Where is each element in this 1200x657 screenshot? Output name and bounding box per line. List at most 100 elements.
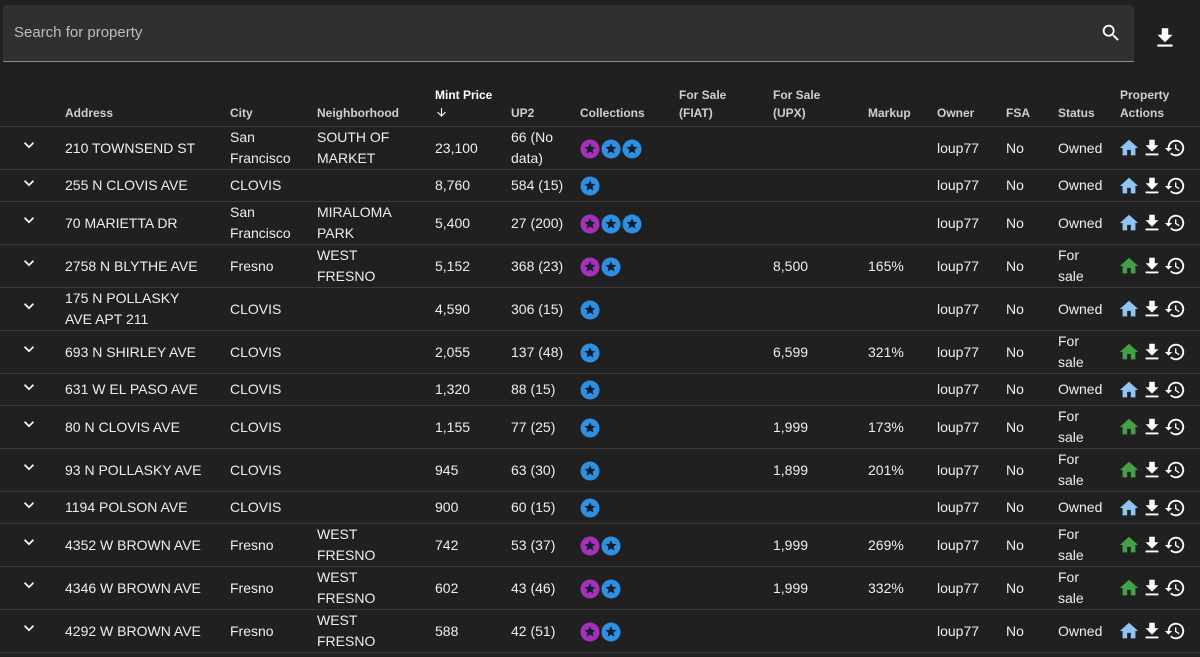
download-icon[interactable]: [1141, 175, 1163, 197]
home-icon[interactable]: [1118, 620, 1140, 642]
collections-cell: [572, 405, 671, 449]
column-header[interactable]: Status: [1050, 62, 1112, 127]
expand-chevron[interactable]: [19, 253, 39, 273]
collections-cell: [572, 169, 671, 202]
expand-chevron[interactable]: [19, 296, 39, 316]
cell: No: [998, 566, 1050, 610]
expand-chevron[interactable]: [19, 339, 39, 359]
home-icon[interactable]: [1118, 212, 1140, 234]
history-icon[interactable]: [1164, 255, 1186, 277]
cell: 1,320: [427, 373, 503, 406]
column-header[interactable]: Property Actions: [1112, 62, 1200, 127]
history-icon[interactable]: [1164, 298, 1186, 320]
expand-chevron[interactable]: [19, 173, 39, 193]
history-icon[interactable]: [1164, 175, 1186, 197]
column-header[interactable]: City: [222, 62, 309, 127]
history-icon[interactable]: [1164, 497, 1186, 519]
home-icon[interactable]: [1118, 534, 1140, 556]
actions-cell: [1112, 169, 1200, 202]
home-icon[interactable]: [1118, 255, 1140, 277]
cell: [860, 491, 929, 524]
expand-chevron[interactable]: [19, 135, 39, 155]
column-header[interactable]: UP2: [503, 62, 572, 127]
home-icon[interactable]: [1118, 341, 1140, 363]
download-icon[interactable]: [1141, 534, 1163, 556]
cell: 5,152: [427, 244, 503, 288]
history-icon[interactable]: [1164, 379, 1186, 401]
download-icon[interactable]: [1141, 298, 1163, 320]
column-header[interactable]: Collections: [572, 62, 671, 127]
expand-chevron[interactable]: [19, 532, 39, 552]
search-placeholder: Search for property: [14, 24, 143, 41]
download-icon[interactable]: [1141, 255, 1163, 277]
cell: 4352 W BROWN AVE: [57, 523, 222, 567]
download-all[interactable]: [1152, 25, 1178, 51]
home-icon[interactable]: [1118, 416, 1140, 438]
cell: Fresno: [222, 566, 309, 610]
collections-cell: [572, 523, 671, 567]
history-icon[interactable]: [1164, 341, 1186, 363]
expand-chevron[interactable]: [19, 210, 39, 230]
expand-chevron[interactable]: [19, 377, 39, 397]
expand-chevron[interactable]: [19, 495, 39, 515]
cell: [671, 523, 765, 567]
expand-chevron[interactable]: [19, 575, 39, 595]
column-header[interactable]: For Sale (UPX): [765, 62, 860, 127]
home-icon[interactable]: [1118, 497, 1140, 519]
cell: No: [998, 201, 1050, 245]
home-icon[interactable]: [1118, 379, 1140, 401]
cell: No: [998, 244, 1050, 288]
column-header[interactable]: Mint Price: [427, 62, 503, 127]
history-icon[interactable]: [1164, 620, 1186, 642]
download-icon[interactable]: [1141, 497, 1163, 519]
expand-chevron[interactable]: [19, 618, 39, 638]
collections-cell: [572, 244, 671, 288]
column-header[interactable]: Owner: [929, 62, 998, 127]
home-icon[interactable]: [1118, 459, 1140, 481]
download-icon[interactable]: [1141, 620, 1163, 642]
history-icon[interactable]: [1164, 534, 1186, 556]
cell: 1,999: [765, 405, 860, 449]
collections-cell: [572, 491, 671, 524]
download-icon[interactable]: [1141, 577, 1163, 599]
download-icon[interactable]: [1141, 137, 1163, 159]
cell: [860, 609, 929, 653]
cell: 5,400: [427, 201, 503, 245]
history-icon[interactable]: [1164, 459, 1186, 481]
download-icon[interactable]: [1141, 341, 1163, 363]
home-icon[interactable]: [1118, 175, 1140, 197]
property-row: 4346 W BROWN AVE Fresno WEST FRESNO 602 43 (…: [0, 566, 1200, 610]
cell: Owned: [1050, 609, 1112, 653]
cell: 584 (15): [503, 169, 572, 202]
cell: 27 (200): [503, 201, 572, 245]
download-icon[interactable]: [1141, 212, 1163, 234]
column-header[interactable]: Neighborhood: [309, 62, 427, 127]
column-header[interactable]: FSA: [998, 62, 1050, 127]
cell: [671, 609, 765, 653]
expand-chevron[interactable]: [19, 457, 39, 477]
download-icon[interactable]: [1141, 416, 1163, 438]
cell: 269%: [860, 523, 929, 567]
home-icon[interactable]: [1118, 137, 1140, 159]
history-icon[interactable]: [1164, 416, 1186, 438]
expand-chevron[interactable]: [19, 414, 39, 434]
column-header[interactable]: Address: [57, 62, 222, 127]
cell: 900: [427, 491, 503, 524]
actions-cell: [1112, 373, 1200, 406]
history-icon[interactable]: [1164, 137, 1186, 159]
download-icon[interactable]: [1141, 379, 1163, 401]
cell: 1194 POLSON AVE: [57, 491, 222, 524]
cell: Owned: [1050, 201, 1112, 245]
download-icon[interactable]: [1141, 459, 1163, 481]
collection-icon: [580, 139, 600, 159]
column-header[interactable]: Markup: [860, 62, 929, 127]
cell: SOUTH OF MARKET: [309, 126, 427, 170]
search-icon[interactable]: [1100, 22, 1122, 44]
column-header[interactable]: For Sale (FIAT): [671, 62, 765, 127]
home-icon[interactable]: [1118, 577, 1140, 599]
history-icon[interactable]: [1164, 212, 1186, 234]
home-icon[interactable]: [1118, 298, 1140, 320]
cell: CLOVIS: [222, 448, 309, 492]
search-bar[interactable]: Search for property: [3, 5, 1134, 62]
history-icon[interactable]: [1164, 577, 1186, 599]
